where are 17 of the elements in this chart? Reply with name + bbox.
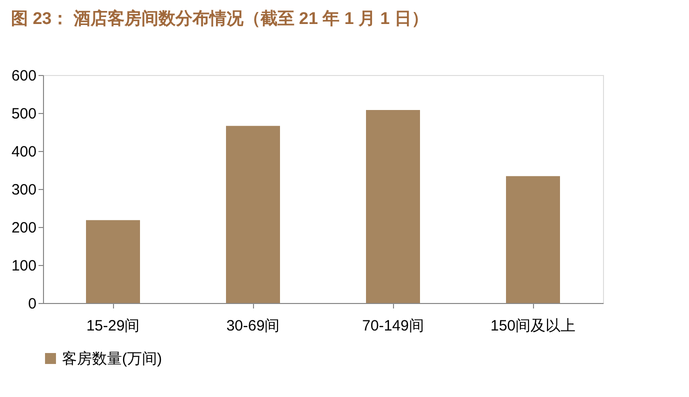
y-tick-label: 200 xyxy=(11,220,36,236)
x-tick-label: 15-29间 xyxy=(86,318,140,334)
x-tick-label: 70-149间 xyxy=(362,318,424,334)
y-tick-label: 500 xyxy=(11,106,36,122)
bar xyxy=(366,110,420,303)
x-tick-label: 150间及以上 xyxy=(490,318,576,334)
chart-title: 图 23： 酒店客房间数分布情况（截至 21 年 1 月 1 日） xyxy=(10,9,428,28)
y-tick-label: 100 xyxy=(11,258,36,274)
x-tick-label: 30-69间 xyxy=(226,318,280,334)
legend-label: 客房数量(万间) xyxy=(62,350,162,368)
bar xyxy=(226,126,280,303)
y-tick-label: 300 xyxy=(11,182,36,198)
y-tick-label: 0 xyxy=(28,296,36,312)
bar xyxy=(86,220,140,303)
bar xyxy=(506,176,560,303)
y-tick-label: 600 xyxy=(11,68,36,84)
y-tick-label: 400 xyxy=(11,144,36,160)
